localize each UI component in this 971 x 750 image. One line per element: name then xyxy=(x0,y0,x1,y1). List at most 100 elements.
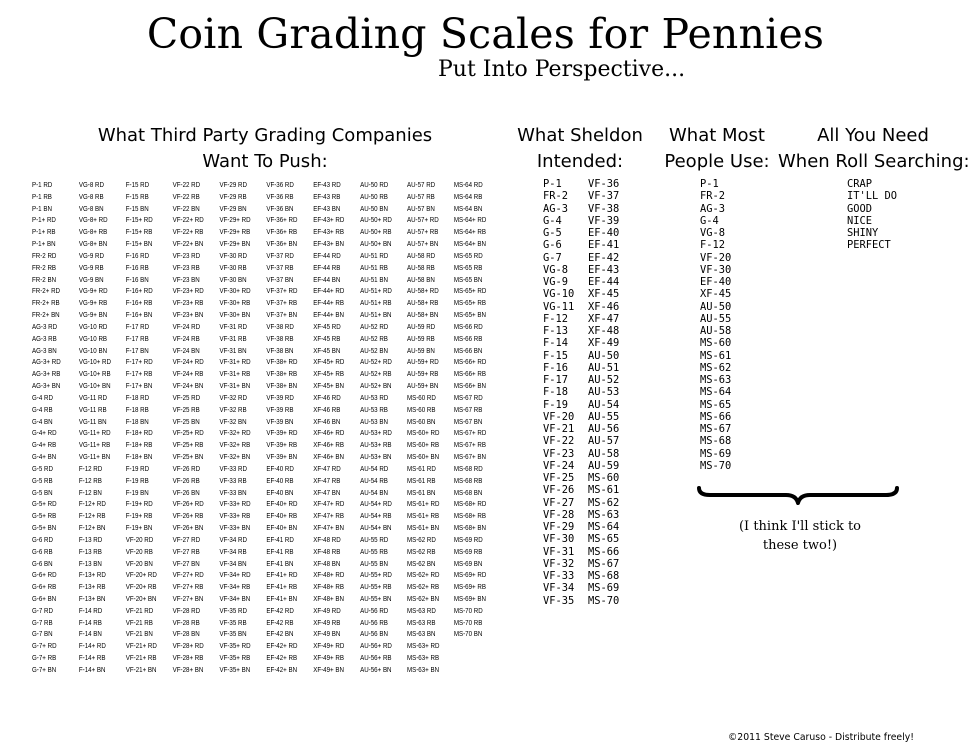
grade-cell: F-18 BN xyxy=(125,416,149,426)
heading-line: Intended: xyxy=(536,151,624,172)
grade-cell: VF-26+ RB xyxy=(172,511,204,521)
grade-item: F-16 xyxy=(543,361,569,374)
grade-cell: MS-62 RB xyxy=(406,546,436,556)
grade-item: GOOD xyxy=(847,202,873,215)
grade-cell: VF-31 RB xyxy=(219,333,247,343)
grade-cell: AU-51 BN xyxy=(360,274,388,284)
grade-cell: XF-48 RD xyxy=(313,534,341,544)
grade-cell: VG-11+ BN xyxy=(78,452,111,462)
grade-cell: XF-47 RD xyxy=(313,463,341,473)
grade-cell: MS-61+ BN xyxy=(406,523,440,533)
grade-cell: AU-56 RB xyxy=(360,617,388,627)
grade-item: AU-52 xyxy=(588,374,620,386)
grade-cell: VF-37 RB xyxy=(266,262,294,272)
grade-cell: F-17+ RD xyxy=(125,357,153,367)
grade-cell: VF-24 RB xyxy=(172,333,200,343)
grade-cell: G-4 RB xyxy=(32,404,53,414)
grade-cell: VF-21 RD xyxy=(125,605,154,615)
grade-cell: G-7 RB xyxy=(32,617,53,627)
grade-cell: VG-11 BN xyxy=(78,416,107,426)
grade-item: G-6 xyxy=(543,239,562,252)
grade-cell: G-4+ BN xyxy=(32,452,57,462)
grade-cell: AU-50+ BN xyxy=(360,239,392,249)
grade-cell: XF-46 BN xyxy=(313,416,341,426)
grade-cell: F-13+ BN xyxy=(78,593,106,603)
grade-cell: XF-46 RD xyxy=(313,392,341,402)
grade-cell: XF-46 RB xyxy=(313,404,341,414)
grade-cell: VF-23+ RD xyxy=(172,286,204,296)
grade-cell: EF-43+ RD xyxy=(313,215,345,225)
grade-item: MS-60 xyxy=(700,337,732,350)
grade-cell: VF-38+ RD xyxy=(266,357,298,367)
grade-item: F-12 xyxy=(543,312,569,325)
grade-cell: F-19 RD xyxy=(125,463,150,473)
grade-cell: VF-29+ RD xyxy=(219,215,251,225)
grade-cell: MS-62+ RB xyxy=(406,582,440,592)
grade-cell: AU-58 RB xyxy=(406,262,435,272)
grade-cell: MS-64+ RD xyxy=(453,215,487,225)
grade-cell: MS-70 RB xyxy=(453,617,483,627)
grade-cell: AG-3 RB xyxy=(32,333,57,343)
grade-cell: VG-10+ RD xyxy=(78,357,111,367)
grade-item: MS-69 xyxy=(588,582,620,595)
grade-cell: VF-27+ RB xyxy=(172,582,204,592)
grade-cell: VG-11 RD xyxy=(78,392,107,402)
grade-cell: VF-37+ BN xyxy=(266,310,298,320)
grade-cell: AU-50+ RD xyxy=(360,215,392,225)
grade-cell: AU-57 RB xyxy=(406,191,435,201)
grade-item: MS-60 xyxy=(588,472,620,484)
grade-column: VF-29 RD VF-29 RB VF-29 BN VF-29+ RD VF-29+ … xyxy=(219,179,266,676)
grade-cell: VF-29 BN xyxy=(219,203,247,213)
grade-cell: VF-39+ RD xyxy=(266,428,298,438)
grade-item: VF-21 xyxy=(543,423,575,435)
grade-cell: VF-36 BN xyxy=(266,203,294,213)
grade-cell: EF-40 RD xyxy=(266,463,294,473)
grade-cell: EF-43 RD xyxy=(313,180,341,189)
grade-item: AU-50 xyxy=(588,349,620,362)
grade-cell: G-6 RD xyxy=(32,534,53,544)
grade-cell: MS-66+ RB xyxy=(453,369,486,379)
heading-line: What Sheldon xyxy=(517,125,643,146)
grade-cell: AU-51+ BN xyxy=(360,310,392,320)
grade-item: XF-49 xyxy=(588,337,620,350)
grade-item: MS-66 xyxy=(700,410,732,423)
grade-item: AU-55 xyxy=(700,312,732,325)
grade-cell: F-17 RD xyxy=(125,321,150,331)
grade-cell: XF-49+ RD xyxy=(313,641,345,651)
grade-cell: XF-48+ RB xyxy=(313,582,344,592)
grade-cell: FR-2 RB xyxy=(32,262,57,272)
grade-cell: AU-52 RD xyxy=(360,321,389,331)
grade-cell: XF-49+ RB xyxy=(313,653,344,663)
grade-cell: VF-28+ RD xyxy=(172,641,204,651)
grade-cell: F-17 BN xyxy=(125,345,149,355)
grade-cell: VF-27+ BN xyxy=(172,593,204,603)
grade-cell: MS-69+ BN xyxy=(453,593,486,603)
grade-cell: VF-34+ RB xyxy=(219,582,251,592)
grade-cell: VF-25 RB xyxy=(172,404,200,414)
grade-cell: AU-50 BN xyxy=(360,203,388,213)
grade-cell: MS-62+ RD xyxy=(406,570,440,580)
grade-cell: F-13 RD xyxy=(78,534,103,544)
grade-cell: VF-23+ RB xyxy=(172,298,204,308)
grade-item: VF-28 xyxy=(543,508,575,521)
grade-cell: VF-39+ BN xyxy=(266,452,298,462)
grade-cell: AU-50 RB xyxy=(360,191,388,201)
grade-item: MS-70 xyxy=(588,594,620,607)
grade-cell: XF-48 BN xyxy=(313,558,341,568)
grade-cell: AU-58 BN xyxy=(406,274,435,284)
grade-item: F-18 xyxy=(543,386,569,399)
grade-cell: AU-53 RD xyxy=(360,392,389,402)
grade-cell: XF-49 RB xyxy=(313,617,341,627)
grade-cell: AU-50 RD xyxy=(360,180,389,189)
grade-cell: VF-32 RB xyxy=(219,404,247,414)
grade-cell: AU-54+ RD xyxy=(360,499,392,509)
grade-cell: AU-53 BN xyxy=(360,416,388,426)
grade-cell: VF-20 BN xyxy=(125,558,153,568)
grade-cell: MS-66+ BN xyxy=(453,381,486,391)
grade-item: VF-22 xyxy=(543,435,575,448)
grade-cell: AU-52 RB xyxy=(360,333,388,343)
grade-cell: MS-60+ RB xyxy=(406,440,440,450)
heading-third-party-grading: What Third Party Grading Companies Want … xyxy=(60,123,470,175)
grade-cell: AU-57+ RB xyxy=(406,227,439,237)
heading-roll-searching: All You Need When Roll Searching: xyxy=(778,123,970,175)
